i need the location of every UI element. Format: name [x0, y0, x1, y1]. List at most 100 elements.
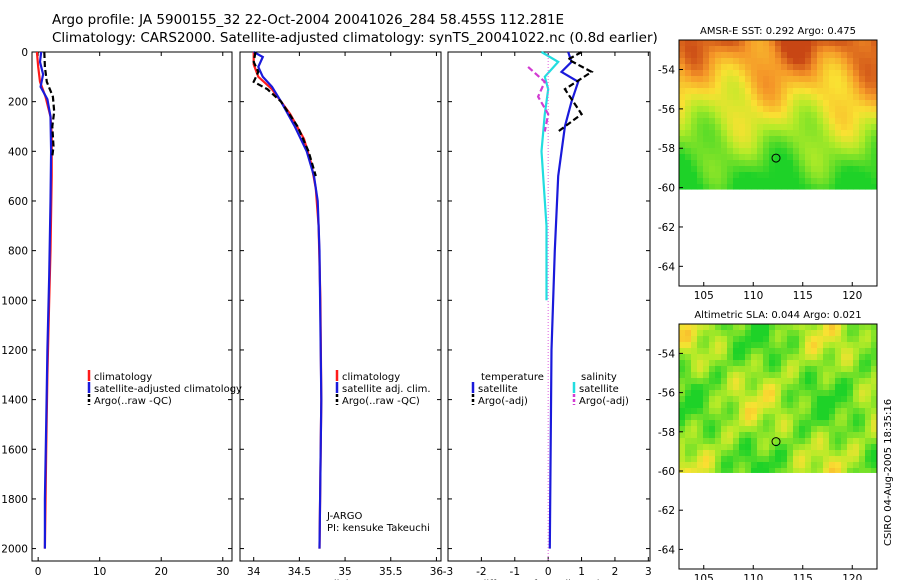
sla-heat-cell: [871, 378, 878, 385]
sst-heat-cell: [703, 166, 710, 173]
sst-heat-cell: [853, 172, 860, 179]
sla-heat-cell: [763, 354, 770, 361]
sst-heat-cell: [793, 64, 800, 71]
sst-heat-cell: [799, 148, 806, 155]
sla-heat-cell: [787, 414, 794, 421]
sst-heat-cell: [769, 94, 776, 101]
sst-heat-cell: [775, 118, 782, 125]
sst-heat-cell: [757, 40, 764, 47]
sla-heat-cell: [805, 336, 812, 343]
sla-heat-cell: [865, 324, 872, 331]
sst-heat-cell: [703, 46, 710, 53]
sla-heat-cell: [787, 396, 794, 403]
sst-heat-cell: [739, 112, 746, 119]
sst-heat-cell: [853, 118, 860, 125]
sla-heat-cell: [829, 462, 836, 469]
sla-heat-cell: [733, 354, 740, 361]
sst-heat-cell: [865, 178, 872, 185]
sst-heat-cell: [679, 46, 686, 53]
sst-heat-cell: [721, 166, 728, 173]
sst-heat-cell: [793, 112, 800, 119]
sst-heat-cell: [781, 46, 788, 53]
sst-heat-cell: [787, 160, 794, 167]
sla-heat-cell: [763, 384, 770, 391]
sla-heat-cell: [739, 360, 746, 367]
sst-heat-cell: [703, 112, 710, 119]
sla-heat-cell: [757, 372, 764, 379]
sst-heat-cell: [793, 148, 800, 155]
sst-heat-cell: [847, 88, 854, 95]
sla-heat-cell: [829, 372, 836, 379]
sst-heat-cell: [727, 52, 734, 59]
sla-heat-cell: [817, 324, 824, 331]
sla-heat-cell: [799, 438, 806, 445]
sst-heat-cell: [817, 64, 824, 71]
sst-heat-cell: [847, 130, 854, 137]
sst-heat-cell: [817, 100, 824, 107]
sla-heat-cell: [799, 462, 806, 469]
difference-xtick-label: 1: [578, 566, 585, 578]
sst-heat-cell: [865, 64, 872, 71]
sla-heat-cell: [847, 432, 854, 439]
sst-heat-cell: [733, 172, 740, 179]
sst-heat-cell: [721, 184, 728, 190]
sst-heat-cell: [781, 58, 788, 65]
sla-heat-cell: [703, 450, 710, 457]
sla-heat-cell: [805, 456, 812, 463]
sst-heat-cell: [805, 178, 812, 185]
sst-heat-cell: [841, 118, 848, 125]
sla-heat-cell: [727, 420, 734, 427]
sla-heat-cell: [781, 408, 788, 415]
sla-heat-cell: [775, 408, 782, 415]
salinity-xtick-label: 35: [338, 566, 351, 578]
sst-heat-cell: [697, 106, 704, 113]
sla-heat-cell: [829, 438, 836, 445]
sst-heat-cell: [727, 166, 734, 173]
sst-heat-cell: [679, 112, 686, 119]
sst-heat-cell: [727, 94, 734, 101]
sla-heat-cell: [715, 360, 722, 367]
sla-heat-cell: [775, 348, 782, 355]
sst-heat-cell: [727, 178, 734, 185]
sst-heat-cell: [829, 106, 836, 113]
sla-heat-cell: [721, 444, 728, 451]
sst-heat-cell: [733, 76, 740, 83]
sla-heat-cell: [709, 390, 716, 397]
sst-heat-cell: [793, 70, 800, 77]
sla-heat-cell: [793, 378, 800, 385]
sla-heat-cell: [841, 462, 848, 469]
sla-heat-cell: [727, 396, 734, 403]
sla-heat-cell: [787, 402, 794, 409]
sla-heat-cell: [733, 384, 740, 391]
sla-heat-cell: [691, 348, 698, 355]
sla-heat-cell: [733, 432, 740, 439]
sst-heat-cell: [787, 130, 794, 137]
sla-heat-cell: [793, 348, 800, 355]
sst-heat-cell: [805, 100, 812, 107]
sst-heat-cell: [739, 76, 746, 83]
sst-heat-cell: [739, 184, 746, 190]
sst-heat-cell: [715, 64, 722, 71]
sla-heat-cell: [739, 426, 746, 433]
sla-heat-cell: [805, 390, 812, 397]
sst-heat-cell: [769, 106, 776, 113]
sla-heat-cell: [715, 366, 722, 373]
sst-heat-cell: [847, 106, 854, 113]
sla-heat-cell: [787, 462, 794, 469]
sla-heat-cell: [853, 384, 860, 391]
sla-heat-cell: [745, 384, 752, 391]
sla-heat-cell: [793, 330, 800, 337]
sst-heat-cell: [715, 58, 722, 65]
sla-heat-cell: [853, 420, 860, 427]
sst-heat-cell: [703, 124, 710, 131]
sst-heat-cell: [763, 154, 770, 161]
sla-heat-cell: [841, 324, 848, 331]
sla-heat-cell: [745, 348, 752, 355]
sla-heat-cell: [829, 432, 836, 439]
sst-heat-cell: [721, 46, 728, 53]
temperature-xtick-label: 10: [93, 566, 106, 578]
sla-heat-cell: [811, 354, 818, 361]
sst-heat-cell: [859, 76, 866, 83]
sst-heat-cell: [799, 64, 806, 71]
sst-heat-cell: [757, 106, 764, 113]
